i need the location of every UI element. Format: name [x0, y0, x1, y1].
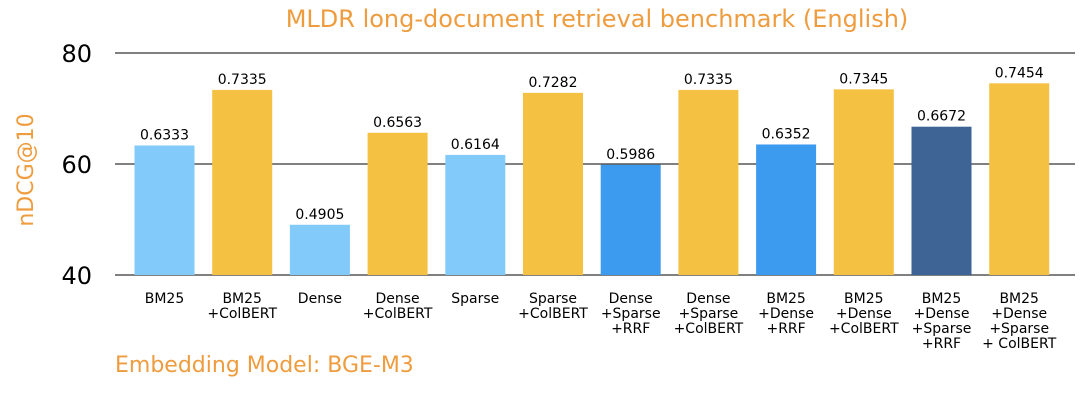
- y-tick-label-80: 80: [61, 40, 92, 68]
- x-tick-label-line: BM25: [766, 291, 806, 307]
- x-tick-label-line: Dense: [609, 291, 653, 307]
- x-tick-label-line: +ColBERT: [829, 321, 899, 337]
- x-tick-label-line: Dense: [298, 291, 342, 307]
- value-label-1: 0.6333: [140, 128, 189, 144]
- bar-7: [600, 164, 661, 275]
- x-tick-label-line: + ColBERT: [982, 336, 1057, 352]
- x-tick-label-line: +Sparse: [912, 321, 972, 337]
- x-tick-label-11: BM25 +Dense +Sparse +RRF: [912, 291, 972, 352]
- x-tick-label-line: +Sparse: [989, 321, 1049, 337]
- x-tick-label-line: Sparse: [529, 291, 577, 307]
- x-tick-label-line: BM25: [999, 291, 1039, 307]
- bar-11: [911, 126, 972, 275]
- x-tick-label-3: Dense: [298, 291, 342, 307]
- bar-10: [833, 89, 894, 275]
- x-tick-label-line: +Sparse: [601, 306, 661, 322]
- value-label-2: 0.7335: [218, 72, 267, 88]
- bar-3: [289, 224, 350, 275]
- bar-12: [989, 83, 1050, 275]
- x-tick-label-1: BM25: [145, 291, 185, 307]
- x-tick-label-line: BM25: [844, 291, 884, 307]
- value-label-12: 0.7454: [995, 65, 1044, 81]
- value-label-6: 0.7282: [529, 75, 578, 91]
- bar-8: [678, 89, 739, 275]
- value-label-4: 0.6563: [373, 115, 422, 131]
- x-tick-label-line: +ColBERT: [207, 306, 277, 322]
- x-tick-label-line: +RRF: [611, 321, 650, 337]
- x-tick-label-4: Dense +ColBERT: [363, 291, 433, 322]
- x-tick-label-7: Dense +Sparse +RRF: [601, 291, 661, 337]
- value-label-11: 0.6672: [917, 109, 966, 125]
- x-tick-label-line: +RRF: [922, 336, 961, 352]
- embedding-model-note: Embedding Model: BGE-M3: [115, 353, 414, 378]
- x-tick-label-line: +RRF: [766, 321, 805, 337]
- x-tick-label-line: +Dense: [991, 306, 1047, 322]
- value-label-5: 0.6164: [451, 137, 500, 153]
- value-label-10: 0.7345: [839, 71, 888, 87]
- x-tick-label-line: BM25: [922, 291, 962, 307]
- x-tick-label-5: Sparse: [451, 291, 499, 307]
- y-tick-label-60: 60: [61, 151, 92, 179]
- x-tick-label-6: Sparse +ColBERT: [518, 291, 588, 322]
- x-tick-label-line: +ColBERT: [518, 306, 588, 322]
- x-tick-label-line: Dense: [686, 291, 730, 307]
- x-tick-label-line: BM25: [145, 291, 185, 307]
- bar-2: [212, 89, 273, 275]
- bar-6: [523, 92, 583, 275]
- x-tick-label-line: +ColBERT: [363, 306, 433, 322]
- bar-9: [756, 144, 817, 275]
- y-axis-ticks: 40 60 80: [61, 40, 92, 290]
- x-tick-label-line: Dense: [376, 291, 420, 307]
- x-tick-label-line: +Sparse: [679, 306, 739, 322]
- chart-title: MLDR long-document retrieval benchmark (…: [286, 5, 909, 33]
- bar-5: [445, 154, 506, 275]
- x-tick-label-line: Sparse: [451, 291, 499, 307]
- y-axis-label: nDCG@10: [14, 113, 39, 226]
- value-label-7: 0.5986: [606, 147, 655, 163]
- x-tick-label-9: BM25 +Dense +RRF: [758, 291, 814, 337]
- x-tick-label-8: Dense +Sparse +ColBERT: [674, 291, 744, 337]
- x-tick-label-line: BM25: [222, 291, 262, 307]
- bar-4: [367, 132, 428, 275]
- x-tick-label-10: BM25 +Dense +ColBERT: [829, 291, 899, 337]
- value-labels: 0.6333 0.7335 0.4905 0.6563 0.6164 0.7282 0.59…: [140, 65, 1044, 222]
- y-tick-label-40: 40: [61, 262, 92, 290]
- x-tick-label-line: +Dense: [914, 306, 970, 322]
- value-label-8: 0.7335: [684, 72, 733, 88]
- x-tick-label-line: +ColBERT: [674, 321, 744, 337]
- value-label-9: 0.6352: [762, 126, 811, 142]
- value-label-3: 0.4905: [295, 207, 344, 223]
- bar-1: [134, 145, 195, 275]
- x-tick-label-line: +Dense: [836, 306, 892, 322]
- x-tick-label-12: BM25 +Dense +Sparse + ColBERT: [982, 291, 1057, 352]
- bars: [134, 83, 1050, 275]
- x-tick-label-2: BM25 +ColBERT: [207, 291, 277, 322]
- x-tick-label-line: +Dense: [758, 306, 814, 322]
